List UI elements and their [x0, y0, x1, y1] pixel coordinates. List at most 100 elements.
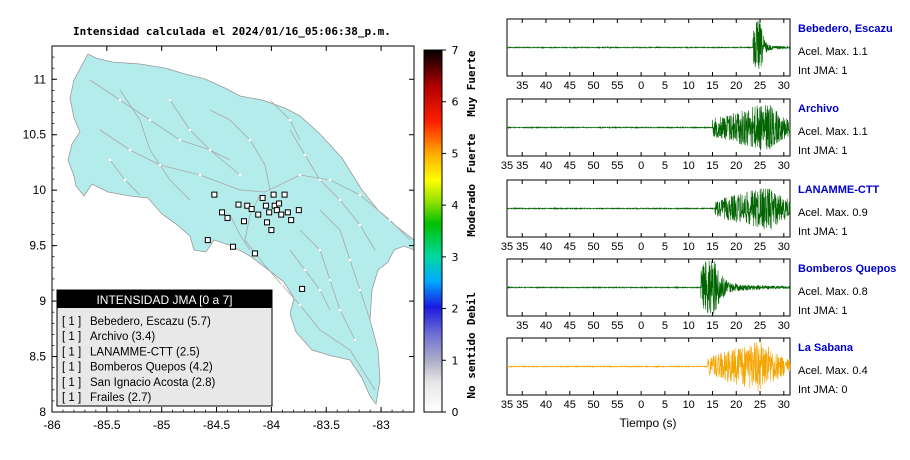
seismo-tick-label: 25 — [754, 160, 766, 172]
town-dot — [338, 198, 342, 202]
station-acel-max: Acel. Max. 0.8 — [798, 286, 868, 298]
seismo-tick-label: 15 — [706, 80, 718, 92]
station-marker — [278, 211, 285, 218]
town-dots — [108, 98, 392, 342]
seismo-tick-label: 45 — [564, 160, 576, 172]
seismo-tick-label: 20 — [730, 160, 742, 172]
town-dot — [268, 98, 272, 102]
seismo-tick-label: 15 — [706, 399, 718, 411]
town-dot — [248, 138, 252, 142]
seismo-tick-label: 5 — [662, 80, 668, 92]
seismo-tick-label: 10 — [683, 80, 695, 92]
seismo-tick-label: 20 — [730, 320, 742, 332]
station-marker — [204, 237, 211, 244]
station-acel-max: Acel. Max. 1.1 — [798, 46, 868, 58]
seismo-tick-label: 30 — [778, 399, 790, 411]
town-dot — [358, 223, 362, 227]
seismo-tick-label: 55 — [611, 160, 623, 172]
station-marker — [211, 191, 218, 198]
colorbar-categories: No sentido Debil Moderado Fuerte Muy Fuerte — [465, 50, 478, 398]
colorbar-category-label: Fuerte — [465, 133, 478, 173]
station-name: La Sabana — [798, 342, 854, 354]
station-marker — [230, 243, 236, 250]
station-marker — [270, 191, 277, 198]
town-dot — [148, 118, 152, 122]
seismo-tick-label: 55 — [611, 320, 623, 332]
town-dot — [303, 268, 307, 272]
town-dot — [158, 163, 162, 167]
colorbar-tick-label: 6 — [452, 96, 459, 109]
legend-item-label: Bebedero, Escazu (5.7) — [90, 316, 211, 328]
legend-bg — [56, 289, 273, 407]
colorbar-tick-label: 0 — [452, 406, 459, 419]
seismo-tick-label: 45 — [564, 320, 576, 332]
station-markers — [204, 191, 306, 292]
seismo-tick-label: 20 — [730, 241, 742, 253]
legend-item-label: San Ignacio Acosta (2.8) — [90, 377, 215, 389]
station-int-jma: Int JMA: 0 — [798, 384, 848, 396]
seismo-tick-label: 20 — [730, 80, 742, 92]
colorbar-tick-label: 5 — [452, 147, 459, 160]
station-name: Bomberos Quepos — [798, 263, 896, 275]
station-int-jma: Int JMA: 1 — [798, 65, 848, 77]
intensity-colorbar: 0 1 2 3 4 5 6 7 No sentido Debil Moderado Fuerte Mu… — [423, 44, 478, 419]
seismo-tick-label: 40 — [540, 80, 552, 92]
y-tick-label: 11 — [34, 72, 47, 86]
seismogram-panel: 35 40 45 50 55 0 5 10 15 20 25 30 Bomberos Quepos Ace… — [506, 258, 896, 332]
colorbar-category-label: No sentido — [465, 332, 478, 399]
town-dot — [178, 138, 182, 142]
seismo-tick-label: 30 — [778, 80, 790, 92]
town-dot — [318, 178, 322, 182]
seismo-tick-label: 0 — [638, 241, 644, 253]
intensity-legend: INTENSIDAD JMA [0 a 7] [ 1 ] Bebedero, Es… — [56, 289, 273, 407]
town-dot — [288, 118, 292, 122]
map-title: Intensidad calculada el 2024/01/16_05:06… — [73, 25, 391, 38]
town-dot — [388, 218, 392, 222]
seismo-tick-label: 35 — [501, 399, 513, 411]
legend-item-label: Bomberos Quepos (4.2) — [90, 362, 213, 374]
waveform-trace — [506, 188, 791, 230]
seismo-tick-label: 45 — [564, 241, 576, 253]
x-tick-label: -84.5 — [203, 418, 231, 432]
station-marker — [276, 200, 283, 207]
station-marker — [281, 191, 288, 198]
town-dot — [168, 98, 172, 102]
station-acel-max: Acel. Max. 0.9 — [798, 207, 868, 219]
station-marker — [264, 219, 271, 226]
town-dot — [118, 98, 122, 102]
seismo-tick-label: 30 — [778, 320, 790, 332]
town-dot — [238, 173, 242, 177]
station-marker — [288, 217, 295, 224]
seismo-tick-label: 50 — [587, 160, 599, 172]
seismo-tick-label: 25 — [754, 80, 766, 92]
x-tick-label: -83 — [372, 418, 390, 432]
legend-item-count: [ 1 ] — [62, 346, 81, 358]
colorbar-tick-label: 7 — [452, 44, 459, 57]
station-marker — [266, 209, 273, 216]
seismo-tick-label: 10 — [683, 160, 695, 172]
town-dot — [328, 278, 332, 282]
seismogram-panel: 35 40 45 50 55 0 5 10 15 20 25 30 35 Archivo Acel. Max… — [501, 98, 868, 172]
town-dot — [358, 288, 362, 292]
station-name: Bebedero, Escazu — [798, 23, 893, 35]
waveform-trace — [506, 20, 790, 70]
seismo-tick-label: 35 — [516, 399, 528, 411]
town-dot — [198, 173, 202, 177]
colorbar-tick-label: 4 — [452, 199, 459, 212]
seismo-tick-label: 55 — [611, 241, 623, 253]
y-tick-label: 9 — [39, 294, 46, 308]
seismo-tick-label: 25 — [754, 399, 766, 411]
y-tick-label: 8 — [39, 405, 46, 419]
x-tick-label: -84 — [263, 418, 281, 432]
colorbar-gradient — [423, 49, 443, 413]
seismogram-panel: 35 40 45 50 55 0 5 10 15 20 25 30 35 LANAMME-CTT Acel.… — [501, 179, 880, 253]
seismo-tick-label: 55 — [611, 399, 623, 411]
y-tick-label: 10.5 — [23, 128, 47, 142]
legend-items: [ 1 ] Bebedero, Escazu (5.7) [ 1 ] Archivo … — [62, 316, 215, 404]
waveform-trace — [506, 104, 791, 151]
seismo-tick-label: 15 — [706, 320, 718, 332]
x-axis-label: Tiempo (s) — [620, 416, 677, 430]
station-marker — [235, 201, 242, 208]
seismo-tick-label: 15 — [706, 241, 718, 253]
